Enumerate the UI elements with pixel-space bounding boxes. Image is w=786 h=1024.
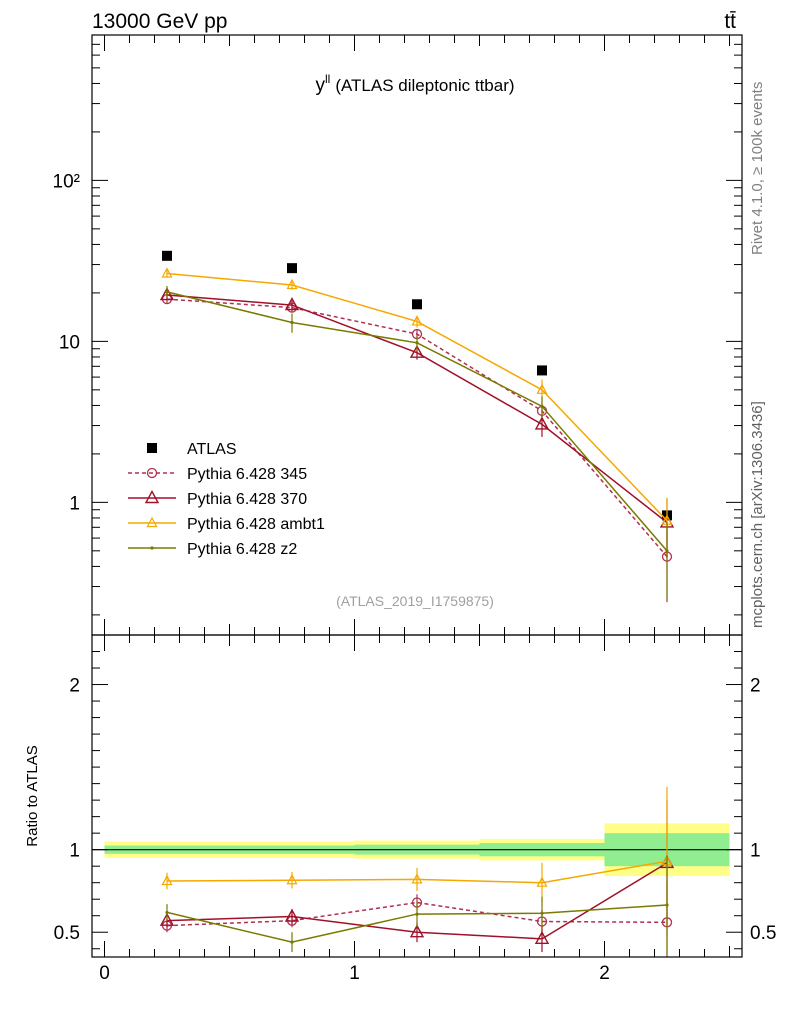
legend-label-p345: Pythia 6.428 345 — [187, 466, 307, 483]
y-tick-label: 10 — [59, 332, 80, 353]
legend-entry-p345: Pythia 6.428 345 — [128, 466, 307, 483]
legend-entry-atlas: ATLAS — [147, 441, 237, 458]
ratio-point-p370 — [159, 912, 175, 926]
x-tick-label: 1 — [349, 963, 360, 984]
data-point-z2 — [415, 341, 419, 345]
ratio-y-tick-label-right: 2 — [750, 676, 761, 697]
plot-title: yll (ATLAS dileptonic ttbar) — [315, 72, 514, 96]
legend-entry-z2: Pythia 6.428 z2 — [128, 541, 297, 558]
plot-title-suffix: (ATLAS dileptonic ttbar) — [335, 76, 514, 95]
ratio-point-ambt1 — [411, 873, 423, 884]
data-point-ambt1 — [411, 315, 423, 326]
data-point-p370 — [409, 344, 425, 358]
ratio-point-ambt1 — [161, 874, 173, 886]
legend-marker-p345 — [146, 467, 158, 479]
ratio-point-z2 — [540, 911, 544, 915]
ratio-y-tick-label-left: 2 — [69, 676, 80, 697]
process-label: tt̄ — [724, 10, 736, 33]
y-tick-label: 10² — [53, 171, 80, 192]
ratio-point-z2 — [290, 940, 294, 944]
ratio-point-p370 — [534, 930, 550, 945]
ratio-point-p370 — [284, 908, 300, 922]
x-tick-label: 2 — [599, 963, 610, 984]
legend-label-ambt1: Pythia 6.428 ambt1 — [187, 516, 325, 533]
ratio-point-z2 — [415, 912, 419, 916]
mcplots-label: mcplots.cern.ch [arXiv:1306.3436] — [749, 401, 766, 628]
data-point-z2 — [165, 290, 169, 294]
x-tick-label: 0 — [99, 963, 110, 984]
data-point-ambt1 — [286, 278, 298, 290]
series-z2 — [165, 285, 669, 600]
plot-title-main: y — [315, 75, 325, 96]
ratio-point-p370 — [409, 924, 425, 938]
analysis-id: (ATLAS_2019_I1759875) — [336, 593, 494, 609]
legend-label-p370: Pythia 6.428 370 — [187, 491, 307, 508]
legend-entry-ambt1: Pythia 6.428 ambt1 — [128, 516, 325, 533]
legend: ATLAS Pythia 6.428 345 Pythia 6.428 370 Pyt… — [128, 441, 325, 558]
data-point-z2 — [665, 549, 669, 553]
legend-marker-ambt1 — [146, 516, 158, 528]
ratio-y-tick-label-right: 0.5 — [750, 923, 776, 944]
legend-marker-atlas — [147, 443, 157, 453]
data-point-z2 — [290, 320, 294, 325]
ratio-plot-panel: 0 1 2 0.5 0.5 1 1 2 2 Ratio to ATLAS — [24, 634, 776, 984]
data-point-atlas — [287, 263, 297, 274]
ratio-point-z2 — [665, 903, 669, 907]
ratio-point-ambt1 — [536, 876, 548, 887]
data-point-p370 — [534, 416, 550, 430]
data-point-p370 — [159, 287, 175, 301]
y-tick-label: 1 — [69, 493, 80, 514]
legend-marker-z2 — [150, 546, 154, 550]
data-point-z2 — [540, 404, 544, 408]
ratio-y-tick-label-right: 1 — [750, 841, 761, 862]
rivet-label: Rivet 4.1.0, ≥ 100k events — [749, 82, 766, 255]
legend-label-atlas: ATLAS — [187, 441, 237, 458]
ratio-plot-frame — [91, 634, 743, 958]
data-point-ambt1 — [536, 383, 548, 394]
series-ambt1 — [161, 267, 673, 556]
plot-title-superscript: ll — [325, 72, 330, 86]
legend-entry-p370: Pythia 6.428 370 — [128, 490, 307, 508]
data-point-ambt1 — [161, 267, 173, 278]
main-plot-panel: 1 10 10² yll (ATLAS dileptonic ttbar) (ATLA… — [53, 34, 743, 636]
data-point-atlas — [412, 299, 422, 310]
energy-label: 13000 GeV pp — [92, 10, 227, 33]
ratio-y-tick-label-left: 0.5 — [54, 923, 80, 944]
data-point-p370 — [284, 297, 300, 311]
ratio-point-ambt1 — [286, 873, 298, 885]
ratio-y-tick-label-left: 1 — [69, 841, 80, 862]
data-point-atlas — [162, 250, 172, 261]
legend-marker-p370 — [144, 490, 160, 504]
data-point-atlas — [537, 365, 547, 376]
ratio-series-z2 — [165, 855, 669, 955]
ratio-point-z2 — [165, 910, 169, 915]
ratio-y-axis-label: Ratio to ATLAS — [24, 745, 41, 846]
legend-label-z2: Pythia 6.428 z2 — [187, 541, 297, 558]
